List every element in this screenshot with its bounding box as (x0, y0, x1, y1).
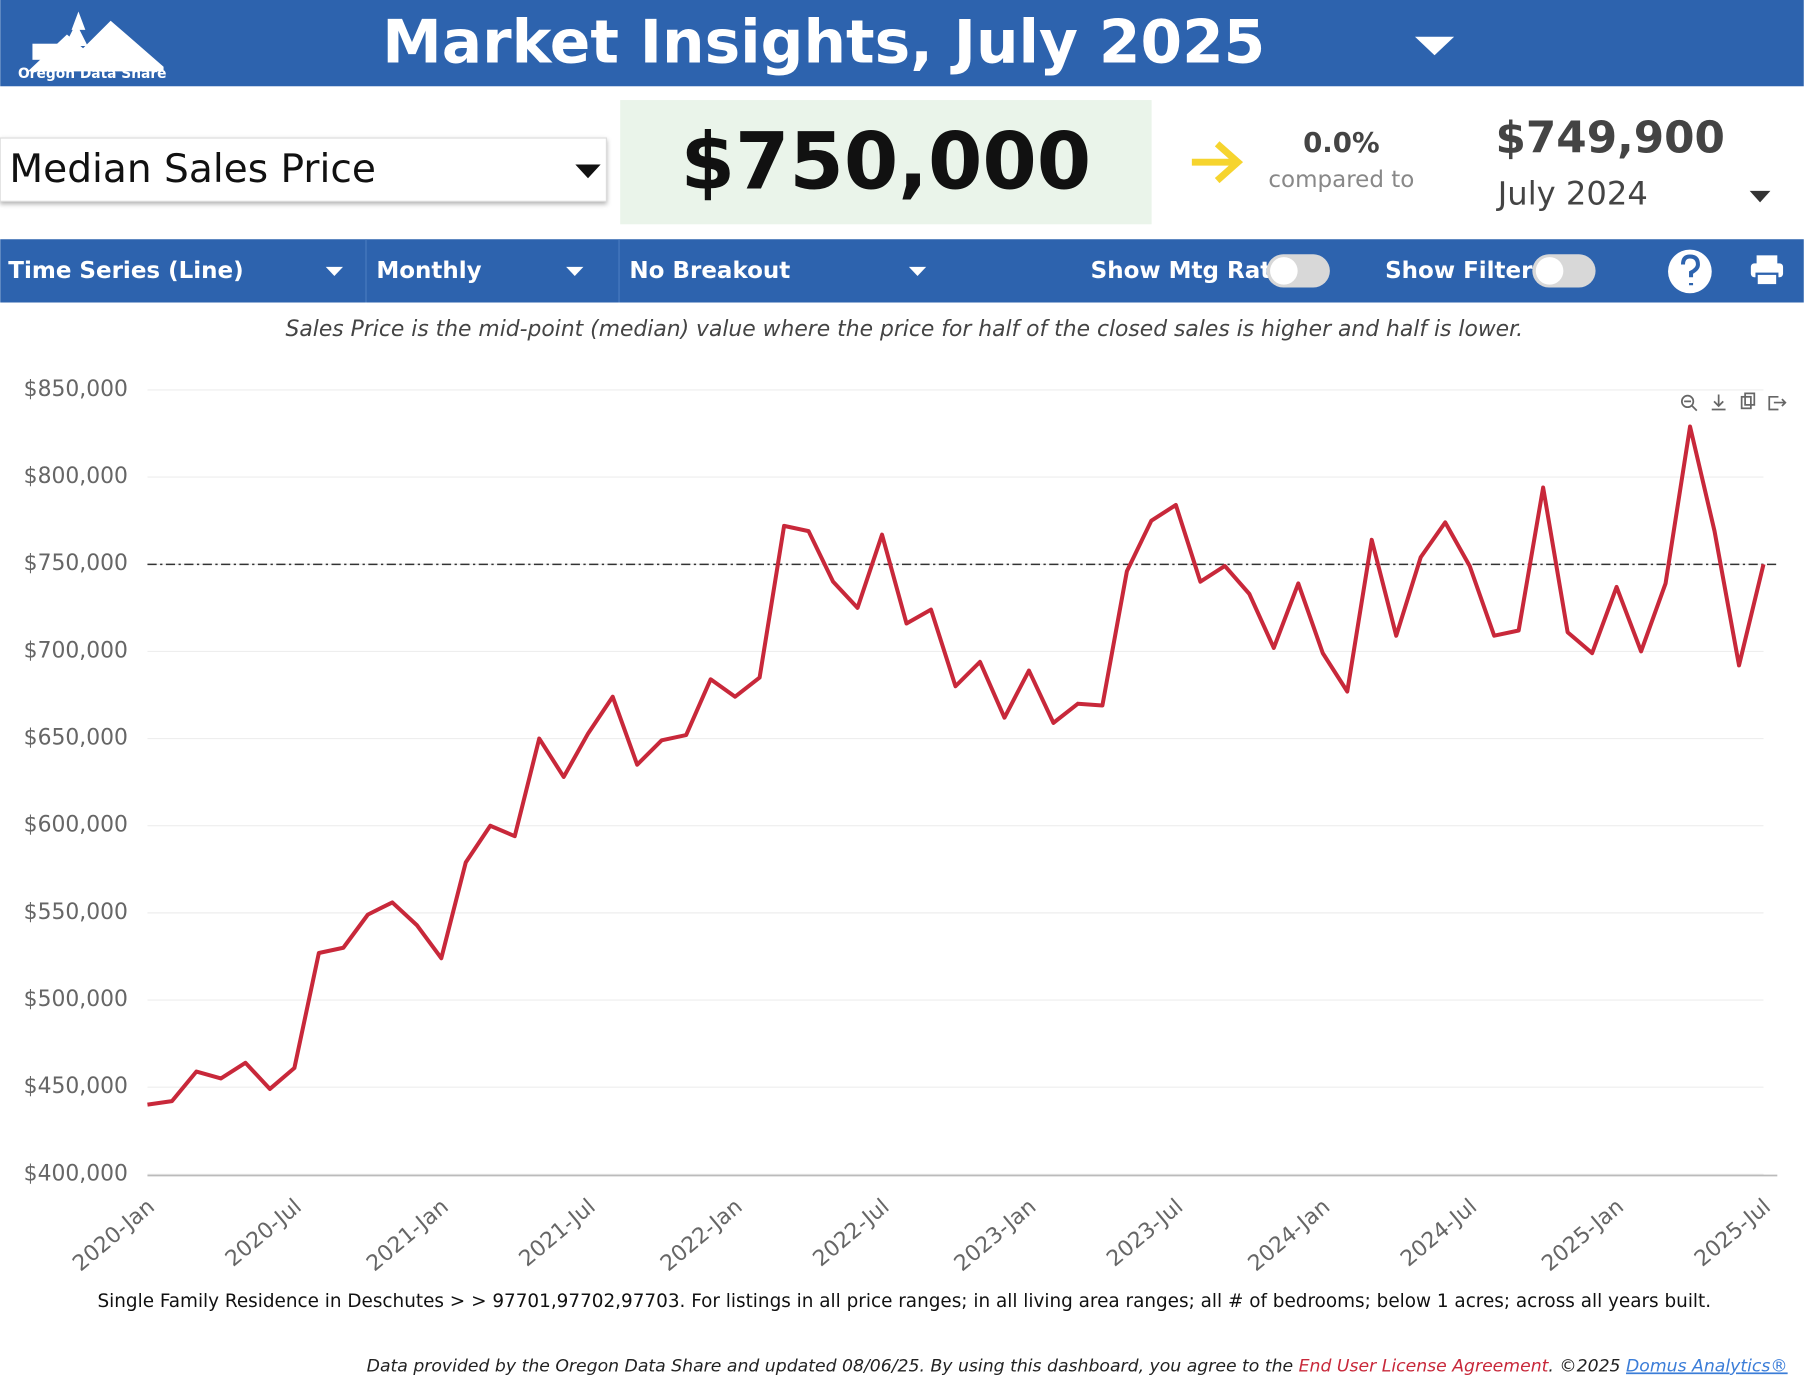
controls-bar (0, 239, 1804, 303)
company-link[interactable]: Domus Analytics® (1626, 1356, 1788, 1376)
zoom-tool[interactable] (1680, 394, 1698, 412)
chart-subtitle: Sales Price is the mid-point (median) va… (286, 317, 1524, 342)
license-link[interactable]: End User License Agreement (1299, 1356, 1550, 1376)
metric-label: Median Sales Price (9, 147, 375, 192)
dropdown-arrow[interactable] (908, 266, 927, 277)
page-title: Market Insights, July 2025 (382, 8, 1265, 78)
compared-to: compared to (1268, 167, 1414, 193)
mtg-rate-label: Show Mtg Rate: (1091, 258, 1296, 284)
mtg-rate-toggle[interactable] (1266, 254, 1330, 288)
interval-select[interactable]: Monthly (376, 258, 481, 284)
y-tick-label: $600,000 (24, 813, 128, 838)
x-tick-label: 2023-Jan (950, 1194, 1041, 1276)
header-bar (0, 0, 1804, 87)
logo: Oregon Data Share (18, 11, 167, 82)
dropdown-arrow[interactable] (566, 266, 584, 277)
y-tick-label: $400,000 (24, 1161, 128, 1186)
y-tick-label: $800,000 (24, 464, 128, 489)
kpi-change: 0.0% (1303, 126, 1380, 159)
chart-toolbox (1680, 392, 1787, 412)
footer-text: Data provided by the Oregon Data Share a… (367, 1356, 1299, 1376)
price-line (147, 424, 1766, 1107)
x-tick-label: 2025-Jul (1690, 1194, 1776, 1272)
title-dropdown[interactable] (1414, 36, 1455, 56)
kpi-box (620, 100, 1152, 225)
y-tick-label: $550,000 (24, 900, 128, 925)
y-tick-label: $500,000 (24, 987, 128, 1012)
chart-type-select[interactable]: Time Series (Line) (8, 258, 243, 284)
compare-period[interactable]: July 2024 (1496, 175, 1648, 213)
y-tick-label: $450,000 (24, 1074, 128, 1099)
logo-text: Oregon Data Share (18, 66, 167, 82)
chart-caption: Single Family Residence in Deschutes > >… (97, 1291, 1711, 1312)
plot: $400,000 $450,000 $500,000 $550,000 $600,000… (24, 377, 1778, 1277)
compare-value: $749,900 (1496, 112, 1725, 163)
x-tick-label: 2020-Jan (68, 1194, 159, 1276)
x-tick-label: 2021-Jul (515, 1194, 601, 1272)
x-tick-label: 2020-Jul (221, 1194, 307, 1272)
period-dropdown[interactable] (1749, 190, 1771, 203)
help-button[interactable] (1668, 249, 1712, 294)
metric-select[interactable]: Median Sales Price (0, 137, 607, 202)
y-tick-label: $650,000 (24, 726, 128, 751)
filters-toggle[interactable] (1532, 254, 1596, 288)
footer: Data provided by the Oregon Data Share a… (367, 1356, 1788, 1376)
export-tool[interactable] (1768, 395, 1787, 411)
y-tick-label: $850,000 (24, 377, 128, 402)
filters-label: Show Filters: (1385, 258, 1555, 284)
y-tick-label: $700,000 (24, 638, 128, 663)
x-tick-label: 2023-Jul (1102, 1194, 1188, 1272)
change-arrow (1191, 141, 1244, 184)
copy-tool[interactable] (1740, 392, 1756, 410)
x-tick-label: 2022-Jul (809, 1194, 895, 1272)
x-tick-label: 2025-Jan (1537, 1194, 1628, 1276)
breakout-select[interactable]: No Breakout (629, 258, 790, 284)
dropdown-arrow[interactable] (325, 266, 343, 277)
x-tick-label: 2022-Jan (656, 1194, 747, 1276)
x-tick-label: 2021-Jan (362, 1194, 453, 1276)
x-tick-label: 2024-Jan (1244, 1194, 1335, 1276)
x-tick-label: 2024-Jul (1396, 1194, 1482, 1272)
y-tick-label: $750,000 (24, 551, 128, 576)
kpi-value: $750,000 (681, 116, 1092, 207)
print-button[interactable] (1750, 255, 1784, 287)
footer-copyright: . ©2025 (1548, 1356, 1626, 1376)
download-tool[interactable] (1711, 394, 1726, 411)
